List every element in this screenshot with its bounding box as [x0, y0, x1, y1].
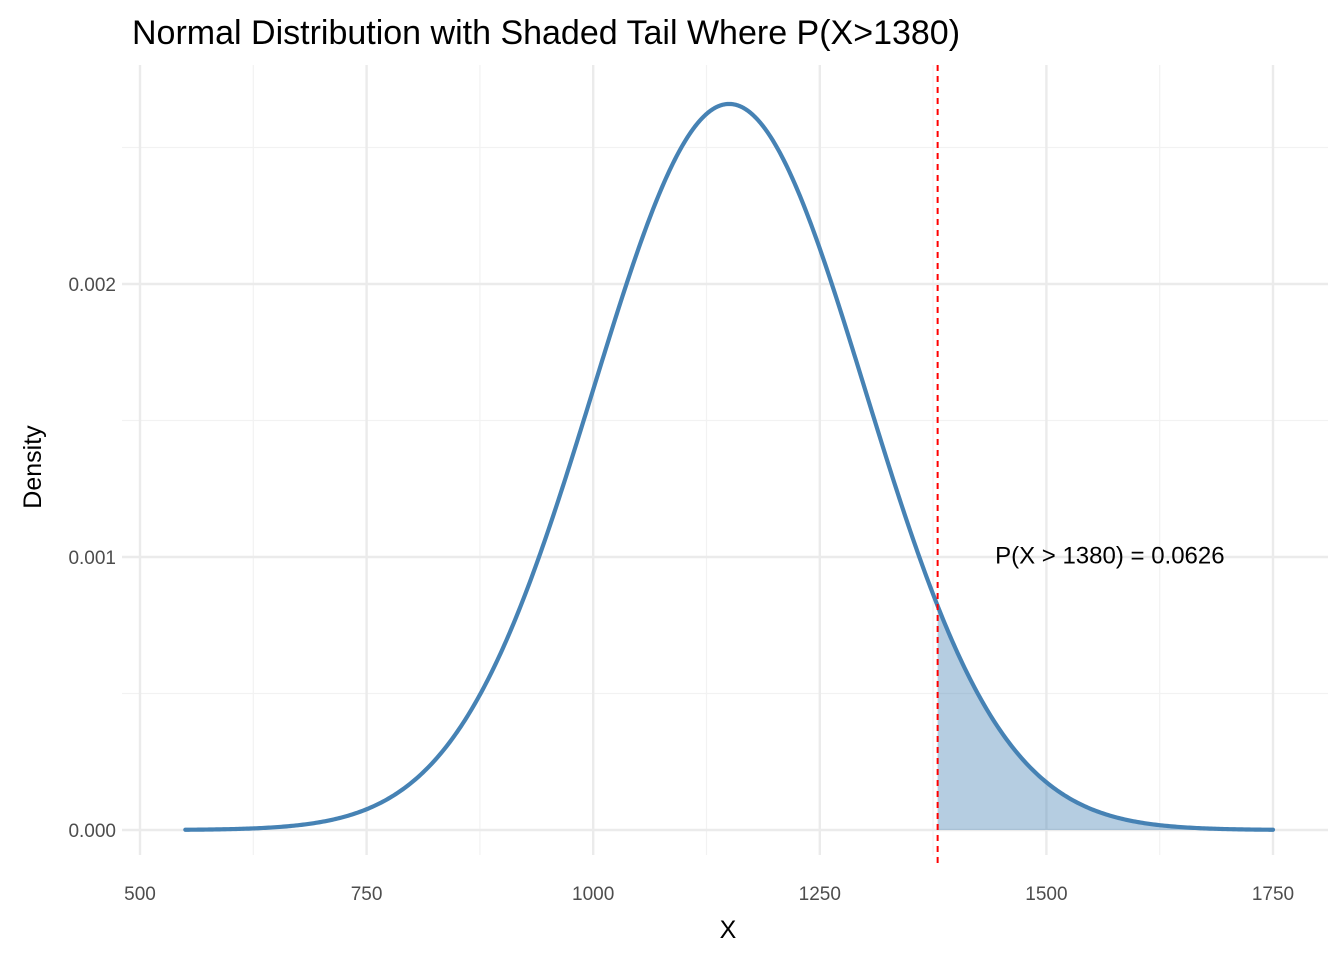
x-axis-title: X: [720, 916, 737, 944]
y-axis-title: Density: [19, 425, 47, 509]
y-axis-tick-labels: 0.000 0.001 0.002: [68, 275, 116, 842]
chart-title: Normal Distribution with Shaded Tail Whe…: [132, 14, 960, 52]
density-curve: [183, 101, 1276, 832]
x-tick-label: 1750: [1252, 884, 1294, 905]
x-tick-label: 750: [351, 884, 383, 905]
x-axis-tick-labels: 500 750 1000 1250 1500 1750: [124, 884, 1294, 905]
probability-annotation: P(X > 1380) = 0.0626: [995, 542, 1225, 569]
y-tick-label: 0.001: [68, 548, 116, 569]
major-gridlines: [122, 65, 1328, 855]
x-tick-label: 500: [124, 884, 156, 905]
x-tick-label: 1000: [572, 884, 614, 905]
y-tick-label: 0.000: [68, 821, 116, 842]
x-tick-label: 1500: [1025, 884, 1067, 905]
shaded-tail-area: [937, 605, 1273, 830]
y-tick-label: 0.002: [68, 275, 116, 296]
minor-gridlines: [122, 65, 1328, 855]
x-tick-label: 1250: [799, 884, 841, 905]
